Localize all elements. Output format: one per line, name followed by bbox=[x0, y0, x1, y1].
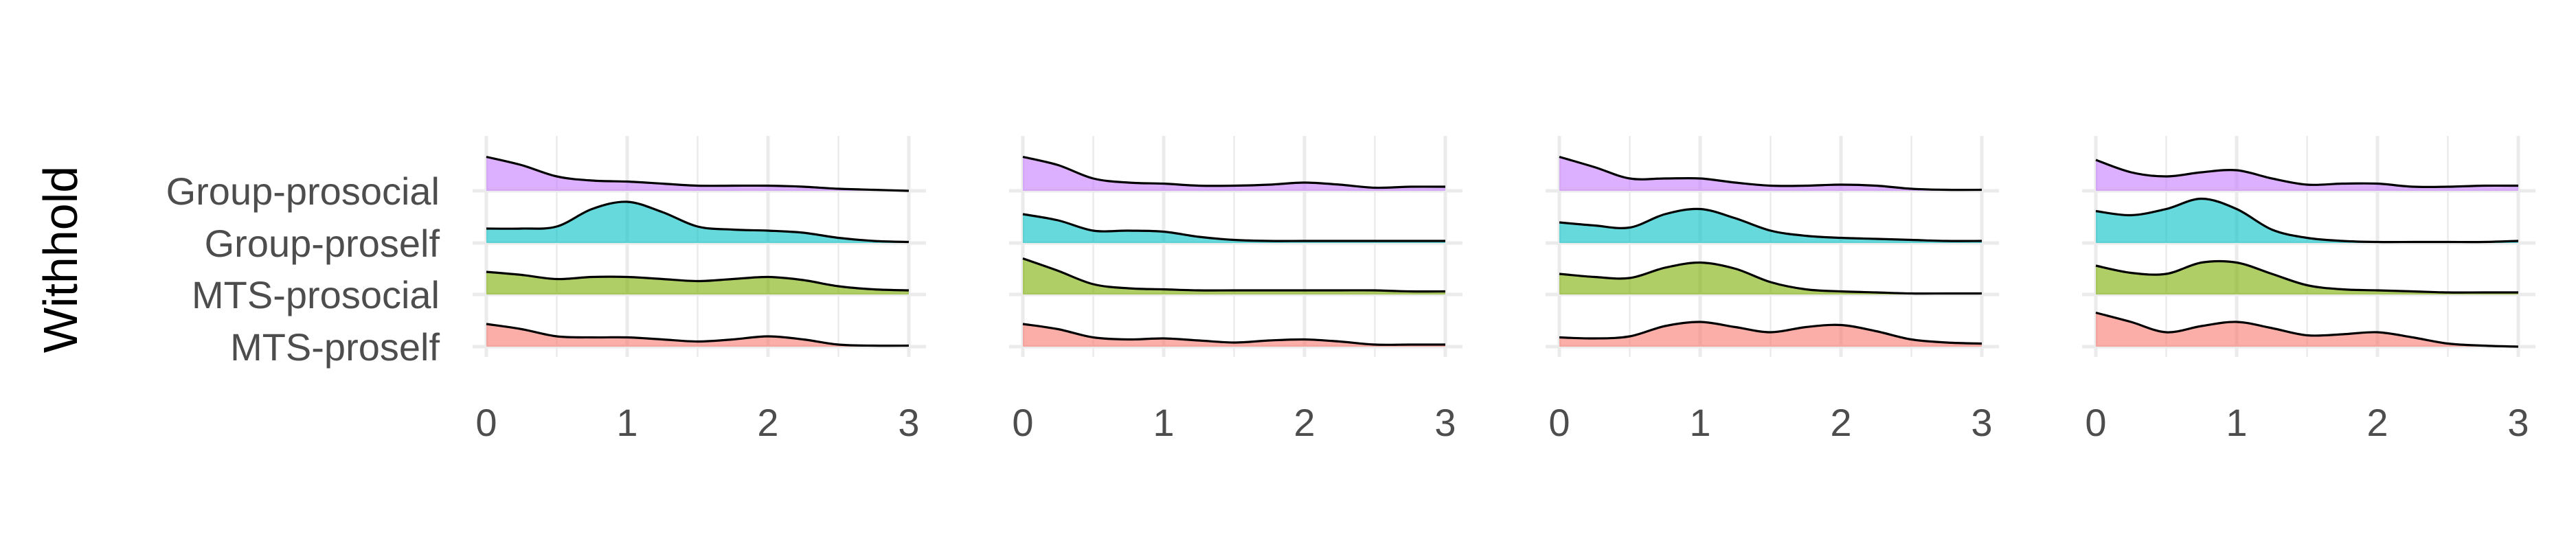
panels: 0 1 2 3 0 1 2 3 0 1 2 3 0 1 2 3 bbox=[473, 136, 2535, 444]
ridge-line-mts-proself bbox=[486, 323, 909, 347]
ridge-area-mts-proself bbox=[1559, 321, 1982, 347]
ridge-line-group-proself bbox=[1559, 207, 1982, 242]
ridge-area-mts-prosocial bbox=[1559, 262, 1982, 294]
x-tick-label: 0 bbox=[1548, 401, 1570, 444]
ridge-line-group-prosocial bbox=[2095, 159, 2519, 189]
ridge-line-mts-prosocial bbox=[1559, 261, 1982, 295]
ridge-area-mts-proself bbox=[486, 324, 909, 347]
x-tick-label: 2 bbox=[1293, 401, 1315, 444]
x-tick-label: 3 bbox=[2507, 401, 2529, 444]
category-label: Group-prosocial bbox=[166, 170, 440, 213]
ridge-area-group-prosocial bbox=[486, 157, 909, 191]
ridge-line-mts-proself bbox=[1022, 323, 1445, 346]
category-labels: MTS-proself MTS-prosocial Group-proself Gro… bbox=[166, 170, 440, 369]
x-tick-label: 3 bbox=[898, 401, 919, 444]
x-tick-label: 0 bbox=[475, 401, 497, 444]
ridge-line-group-proself bbox=[486, 200, 909, 244]
category-label: MTS-proself bbox=[230, 325, 440, 369]
panel-1: 0 1 2 3 bbox=[473, 136, 926, 444]
x-tick-label: 3 bbox=[1434, 401, 1456, 444]
panel-3: 0 1 2 3 bbox=[1546, 136, 1999, 444]
ridge-area-group-proself bbox=[1023, 214, 1445, 243]
ridge-area-mts-prosocial bbox=[2096, 261, 2518, 294]
ridge-area-group-prosocial bbox=[2096, 160, 2518, 191]
ridge-area-group-proself bbox=[2096, 198, 2518, 243]
ridge-line-mts-prosocial bbox=[1022, 257, 1446, 293]
panel-2: 0 1 2 3 bbox=[1009, 136, 1462, 444]
ridge-line-group-prosocial bbox=[1022, 155, 1446, 189]
ridge-line-mts-prosocial bbox=[486, 270, 909, 292]
ridge-area-group-proself bbox=[1559, 209, 1982, 243]
category-label: Group-proself bbox=[205, 222, 440, 265]
ridge-area-group-proself bbox=[486, 201, 909, 243]
x-tick-label: 1 bbox=[2226, 401, 2247, 444]
x-tick-label: 2 bbox=[2366, 401, 2388, 444]
x-tick-label: 0 bbox=[1012, 401, 1033, 444]
ridge-area-mts-prosocial bbox=[1023, 258, 1445, 294]
ridge-line-group-proself bbox=[2095, 197, 2519, 244]
ridge-line-mts-prosocial bbox=[2095, 259, 2518, 294]
ridge-line-group-proself bbox=[1022, 213, 1445, 242]
panel-4: 0 1 2 3 bbox=[2082, 136, 2535, 444]
x-tick-label: 1 bbox=[1689, 401, 1710, 444]
x-tick-label: 3 bbox=[1971, 401, 1992, 444]
ridge-area-group-prosocial bbox=[1559, 157, 1982, 191]
ridge-area-mts-proself bbox=[1023, 324, 1445, 347]
ridge-line-group-prosocial bbox=[486, 155, 909, 192]
ridge-line-group-prosocial bbox=[1559, 155, 1982, 192]
x-tick-label: 2 bbox=[1830, 401, 1851, 444]
x-tick-label: 1 bbox=[616, 401, 637, 444]
ridge-line-mts-proself bbox=[1559, 321, 1982, 345]
x-tick-label: 1 bbox=[1153, 401, 1174, 444]
ridge-line-mts-proself bbox=[2095, 311, 2519, 348]
x-tick-label: 0 bbox=[2085, 401, 2106, 444]
category-label: MTS-prosocial bbox=[192, 273, 440, 316]
y-axis-label: Withhold bbox=[34, 166, 87, 353]
x-tick-label: 2 bbox=[757, 401, 778, 444]
